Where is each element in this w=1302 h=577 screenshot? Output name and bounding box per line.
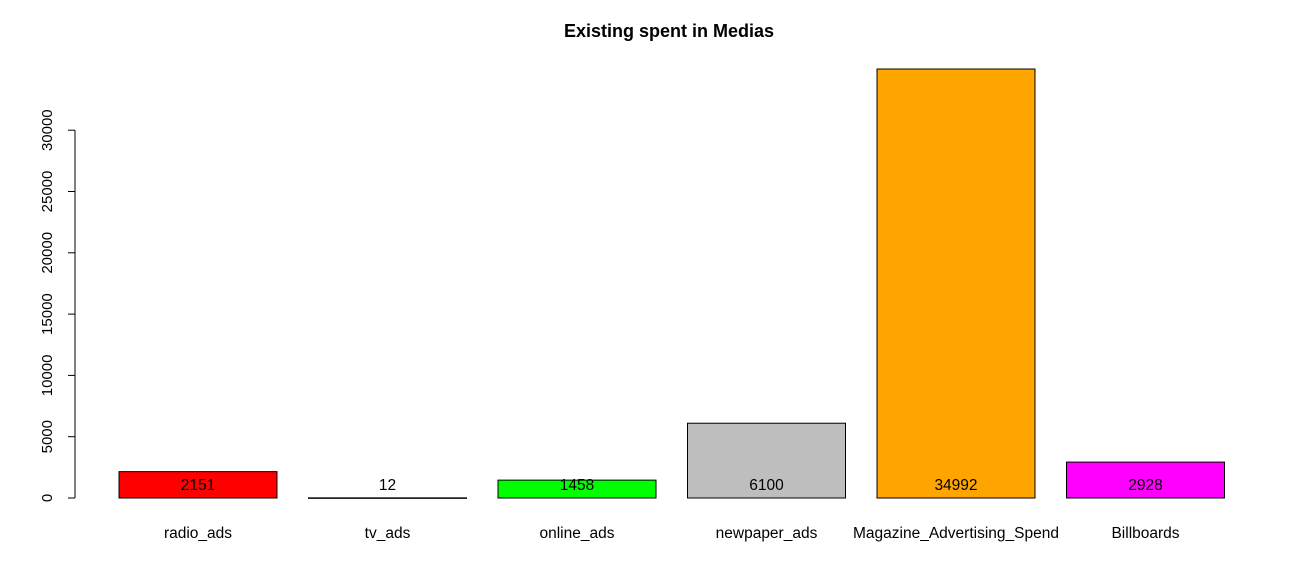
y-tick-label: 30000	[39, 109, 56, 151]
y-tick-label: 20000	[39, 232, 56, 274]
bar	[1066, 461, 1225, 499]
value-labels-group: 2151 12 1458 6100 34992 2928	[181, 477, 1163, 494]
bars-group	[118, 68, 1225, 499]
bar-value-label: 1458	[560, 477, 594, 494]
category-label: online_ads	[540, 525, 615, 542]
bar-value-label: 2928	[1128, 477, 1162, 494]
category-label: Billboards	[1111, 525, 1179, 542]
category-label: Magazine_Advertising_Spend	[853, 525, 1059, 542]
y-tick-label: 10000	[39, 355, 56, 397]
bar	[497, 479, 657, 499]
category-label: radio_ads	[164, 525, 232, 542]
bar	[876, 68, 1036, 499]
category-label: newpaper_ads	[716, 525, 818, 542]
bar-value-label: 34992	[934, 477, 977, 494]
bar-value-label: 6100	[749, 477, 784, 494]
y-tick-label: 25000	[39, 171, 56, 213]
y-axis: 0 5000 10000 15000 20000 25000 30000	[39, 109, 76, 502]
bar-value-label: 2151	[181, 477, 215, 494]
category-label: tv_ads	[365, 525, 411, 542]
y-tick-label: 0	[39, 494, 56, 502]
y-tick-label: 5000	[39, 420, 56, 453]
y-tick-label: 15000	[39, 293, 56, 335]
bar	[308, 497, 467, 499]
category-labels-group: radio_ads tv_ads online_ads newpaper_ads Mag…	[164, 525, 1180, 542]
bar-value-label: 12	[379, 477, 396, 494]
bar	[118, 471, 278, 499]
bar	[687, 422, 846, 499]
chart-title: Existing spent in Medias	[564, 21, 774, 41]
